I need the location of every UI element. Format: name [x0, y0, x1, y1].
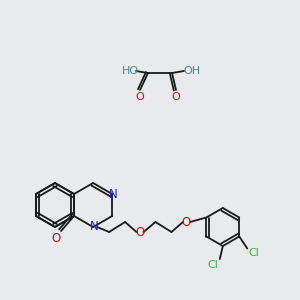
Text: HO: HO	[122, 66, 139, 76]
Text: OH: OH	[183, 66, 201, 76]
Text: O: O	[51, 232, 61, 245]
Text: O: O	[136, 92, 144, 102]
Text: O: O	[181, 215, 190, 229]
Text: Cl: Cl	[207, 260, 218, 270]
Text: N: N	[109, 188, 118, 200]
Text: Cl: Cl	[249, 248, 260, 259]
Text: O: O	[172, 92, 180, 102]
Text: N: N	[90, 220, 98, 233]
Text: O: O	[135, 226, 144, 238]
